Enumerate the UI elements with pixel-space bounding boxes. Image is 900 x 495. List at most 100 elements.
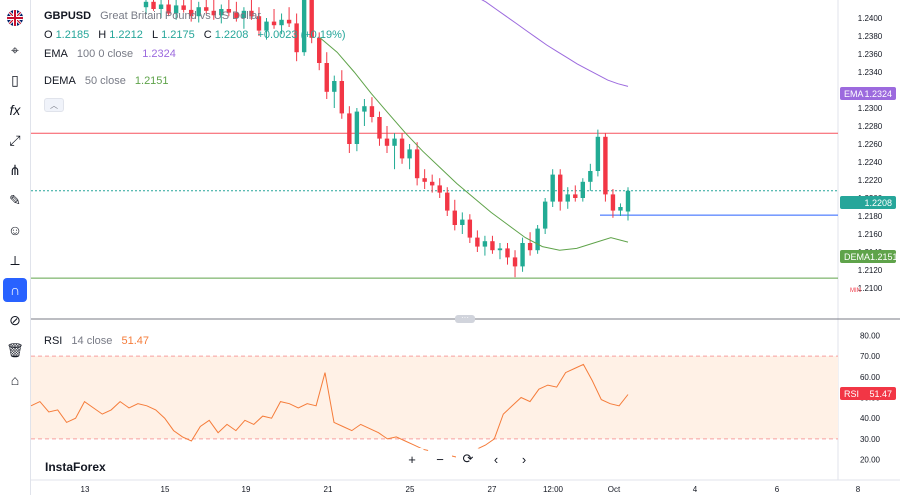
- candle-body: [347, 113, 352, 144]
- candle-body: [550, 174, 555, 202]
- pane-resize-handle[interactable]: ···: [455, 314, 475, 323]
- brand-logo: InstaForex: [45, 460, 106, 474]
- candle-body: [460, 219, 465, 225]
- rsi-label: RSI: [44, 335, 63, 347]
- fx-icon[interactable]: fx: [9, 102, 21, 118]
- candle-body: [188, 9, 194, 17]
- rsi-legend[interactable]: RSI 14 close 51.47: [44, 335, 155, 347]
- ema-params: 100 0 close: [76, 48, 134, 60]
- scroll-right-button[interactable]: ›: [512, 448, 536, 470]
- candle-body: [618, 207, 623, 211]
- price-tick-label: 1.2100: [858, 284, 883, 293]
- time-tick-label: Oct: [608, 485, 621, 494]
- candle-body: [414, 149, 420, 179]
- candle-body: [558, 174, 563, 202]
- candle-body: [279, 19, 284, 26]
- candle-body: [573, 194, 578, 198]
- candle-body: [369, 106, 375, 117]
- price-tick-label: 1.2340: [858, 68, 883, 77]
- drawing-toolbar: ⌖ ▯ fx ⤢ ⋔ ✎ ☺ ⟂ ∩ ⊘ 🗑 ⌂: [0, 0, 31, 495]
- ema-line: [481, 0, 629, 87]
- price-tick-label: 1.2400: [858, 14, 883, 23]
- eye-off-icon[interactable]: ⊘: [9, 311, 21, 328]
- candle-body: [490, 241, 495, 251]
- candle-body: [475, 237, 480, 247]
- price-tick-label: 1.2120: [858, 266, 883, 275]
- trend-line-icon[interactable]: ⤢: [9, 131, 21, 148]
- candle-body: [204, 7, 209, 11]
- candle-body: [173, 5, 179, 14]
- rsi-line: [30, 363, 629, 459]
- ema-tag-label: EMA: [844, 88, 864, 99]
- price-tick-label: 1.2280: [858, 122, 883, 131]
- candle-body: [520, 243, 525, 267]
- candle-body: [294, 23, 299, 53]
- low-value: 1.2175: [161, 29, 195, 41]
- rsi-tick-label: 20.00: [860, 456, 881, 465]
- scroll-left-button[interactable]: ‹: [484, 448, 508, 470]
- candle-body: [309, 0, 314, 38]
- lock-icon[interactable]: ⌂: [10, 372, 20, 388]
- candle-body: [392, 138, 397, 146]
- close-value: 1.2208: [214, 29, 249, 41]
- ema-legend[interactable]: EMA 100 0 close 1.2324: [44, 48, 182, 60]
- rsi-tick-label: 80.00: [860, 331, 881, 340]
- change-value: +0.0023 (+0.19%): [257, 29, 346, 41]
- candle-body: [166, 4, 171, 14]
- candle-body: [271, 21, 277, 26]
- candle-body: [354, 111, 360, 144]
- candle-body: [527, 243, 533, 251]
- dema-legend[interactable]: DEMA 50 close 1.2151: [44, 75, 175, 87]
- time-tick-label: 13: [81, 485, 90, 494]
- candle-body: [610, 194, 616, 211]
- price-tick-label: 1.2300: [858, 104, 883, 113]
- rsi-tick-label: 30.00: [860, 435, 881, 444]
- open-label: O: [44, 29, 53, 41]
- candle-body: [437, 185, 442, 193]
- candle-body: [301, 0, 307, 53]
- rsi-tag-value: 51.47: [869, 388, 892, 399]
- candles-icon[interactable]: ▯: [11, 71, 19, 88]
- candle-body: [542, 201, 548, 229]
- price-tick-label: 1.2360: [858, 50, 883, 59]
- candle-body: [234, 12, 239, 18]
- candle-body: [467, 219, 473, 238]
- candle-body: [377, 117, 382, 139]
- price-tick-label: 1.2220: [858, 176, 883, 185]
- time-tick-label: 19: [242, 485, 251, 494]
- candle-body: [482, 241, 488, 247]
- magnet-icon[interactable]: ∩: [3, 278, 27, 302]
- candle-body: [256, 16, 262, 31]
- low-label: L: [151, 29, 159, 41]
- candle-body: [445, 192, 450, 211]
- time-tick-label: 21: [324, 485, 333, 494]
- emoji-icon[interactable]: ☺: [7, 222, 23, 238]
- ema-value: 1.2324: [142, 48, 176, 60]
- ema-price-tag: EMA 1.2324: [840, 87, 896, 100]
- reset-view-button[interactable]: ⟳: [456, 448, 480, 470]
- candle-body: [565, 194, 570, 202]
- pitchfork-icon[interactable]: ⋔: [9, 161, 21, 178]
- candle-body: [241, 10, 247, 18]
- collapse-legend-button[interactable]: ︿: [44, 98, 64, 112]
- candle-body: [595, 136, 601, 171]
- price-tick-label: 1.2380: [858, 32, 883, 41]
- dema-tag-value: 1.2151: [870, 251, 898, 262]
- current-price-value: 1.2208: [864, 197, 892, 208]
- cursor-icon[interactable]: ⌖: [11, 41, 19, 58]
- min-label: MIN: [850, 288, 861, 294]
- brush-icon[interactable]: ✎: [9, 191, 21, 208]
- zoom-in-button[interactable]: +: [400, 448, 424, 470]
- candle-body: [332, 81, 337, 92]
- measure-icon[interactable]: ⟂: [10, 251, 20, 268]
- symbol-name[interactable]: GBPUSD: [44, 10, 92, 22]
- time-tick-label: 27: [488, 485, 497, 494]
- price-tick-label: 1.2260: [858, 140, 883, 149]
- candle-body: [588, 171, 593, 182]
- current-price-tag: 1.2208: [840, 196, 896, 209]
- rsi-tag-label: RSI: [844, 388, 860, 399]
- zoom-out-button[interactable]: −: [428, 448, 452, 470]
- rsi-tick-label: 60.00: [860, 373, 881, 382]
- trash-icon[interactable]: 🗑: [6, 341, 24, 358]
